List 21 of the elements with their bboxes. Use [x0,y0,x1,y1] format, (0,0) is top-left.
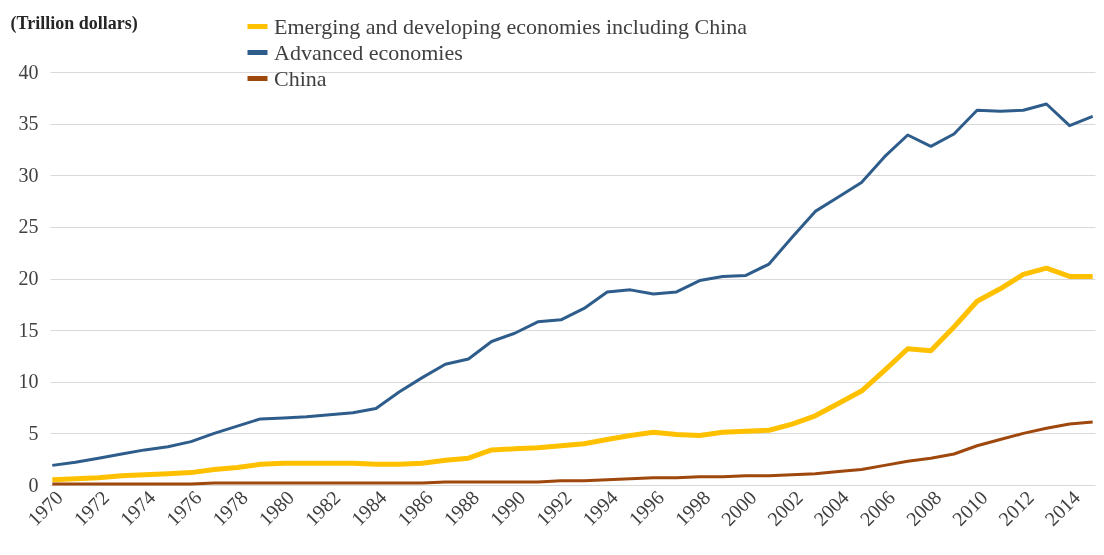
y-tick-label: 40 [18,60,39,83]
x-tick-label: 1978 [208,486,252,530]
y-tick-label: 0 [28,473,39,496]
y-axis-title: (Trillion dollars) [10,12,138,34]
line-series [50,420,1095,486]
y-tick-label: 15 [18,318,39,341]
legend-label: Emerging and developing economies including China [274,13,748,39]
x-tick-label: 1992 [531,486,576,530]
y-tick-label: 35 [18,112,39,135]
x-tick-label: 1990 [485,486,530,530]
legend-label: China [274,65,327,91]
x-tick-label: 1980 [254,486,299,530]
y-tick-label: 5 [28,421,39,444]
y-tick-label: 10 [18,370,39,393]
legend-label: Advanced economies [274,39,463,65]
y-tick-label: 25 [18,215,39,238]
y-tick-label: 30 [18,163,39,186]
y-tick-label: 20 [18,267,39,289]
x-tick-label: 1982 [300,486,345,530]
line-series [50,102,1095,467]
x-tick-label: 1972 [69,486,114,530]
